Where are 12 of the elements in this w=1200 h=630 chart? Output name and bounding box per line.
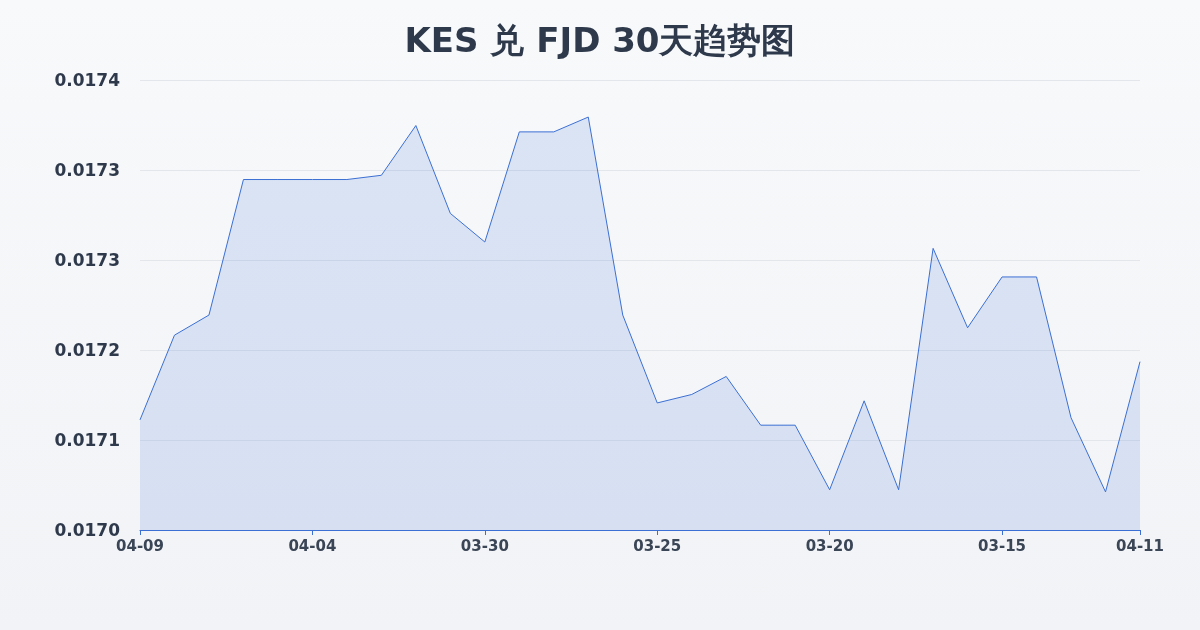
x-tick-label: 04-11 [1116,536,1164,555]
x-tick-label: 03-15 [978,536,1027,555]
y-tick-label: 0.0171 [54,430,120,450]
x-tick-label: 03-30 [460,536,509,555]
y-tick-label: 0.0174 [54,70,121,90]
x-tick-label: 03-20 [805,536,854,555]
chart-title: KES 兑 FJD 30天趋势图 [404,20,796,60]
y-tick-label: 0.0173 [54,250,120,270]
y-tick-label: 0.0173 [54,160,120,180]
y-tick-label: 0.0172 [54,340,120,360]
x-tick-label: 03-25 [633,536,682,555]
x-tick-label: 04-04 [288,536,337,555]
